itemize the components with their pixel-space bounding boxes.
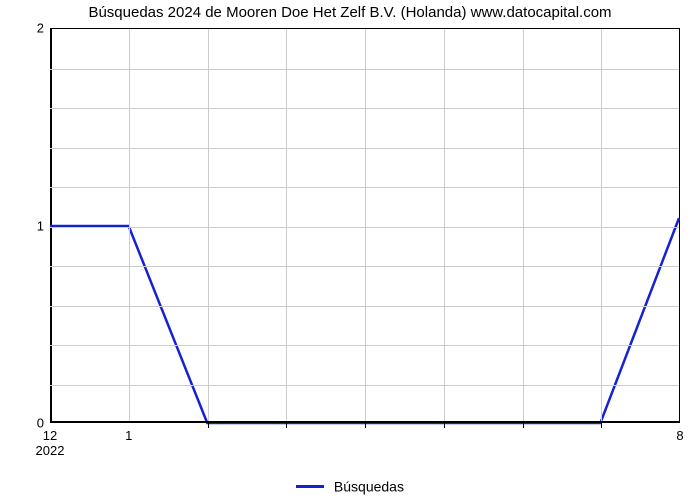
legend: Búsquedas xyxy=(0,477,700,494)
y-tick-label: 1 xyxy=(4,218,44,233)
gridline-vertical xyxy=(601,29,602,423)
x-tick-label: 122022 xyxy=(36,428,65,458)
x-minor-tick xyxy=(523,423,524,428)
y-tick-label: 2 xyxy=(4,21,44,36)
x-minor-tick xyxy=(444,423,445,428)
gridline-vertical xyxy=(208,29,209,423)
x-minor-tick xyxy=(601,423,602,428)
x-minor-tick xyxy=(365,423,366,428)
x-tick-label: 8 xyxy=(676,428,683,443)
plot-area xyxy=(50,28,680,423)
x-tick-label: 1 xyxy=(125,428,132,443)
gridline-vertical xyxy=(444,29,445,423)
gridline-vertical xyxy=(129,29,130,423)
chart-title: Búsquedas 2024 de Mooren Doe Het Zelf B.… xyxy=(0,4,700,21)
x-minor-tick xyxy=(208,423,209,428)
legend-swatch xyxy=(296,485,324,488)
x-minor-tick xyxy=(286,423,287,428)
gridline-vertical xyxy=(523,29,524,423)
gridline-vertical xyxy=(365,29,366,423)
gridline-vertical xyxy=(286,29,287,423)
legend-label: Búsquedas xyxy=(334,478,404,494)
chart-container: Búsquedas 2024 de Mooren Doe Het Zelf B.… xyxy=(0,0,700,500)
